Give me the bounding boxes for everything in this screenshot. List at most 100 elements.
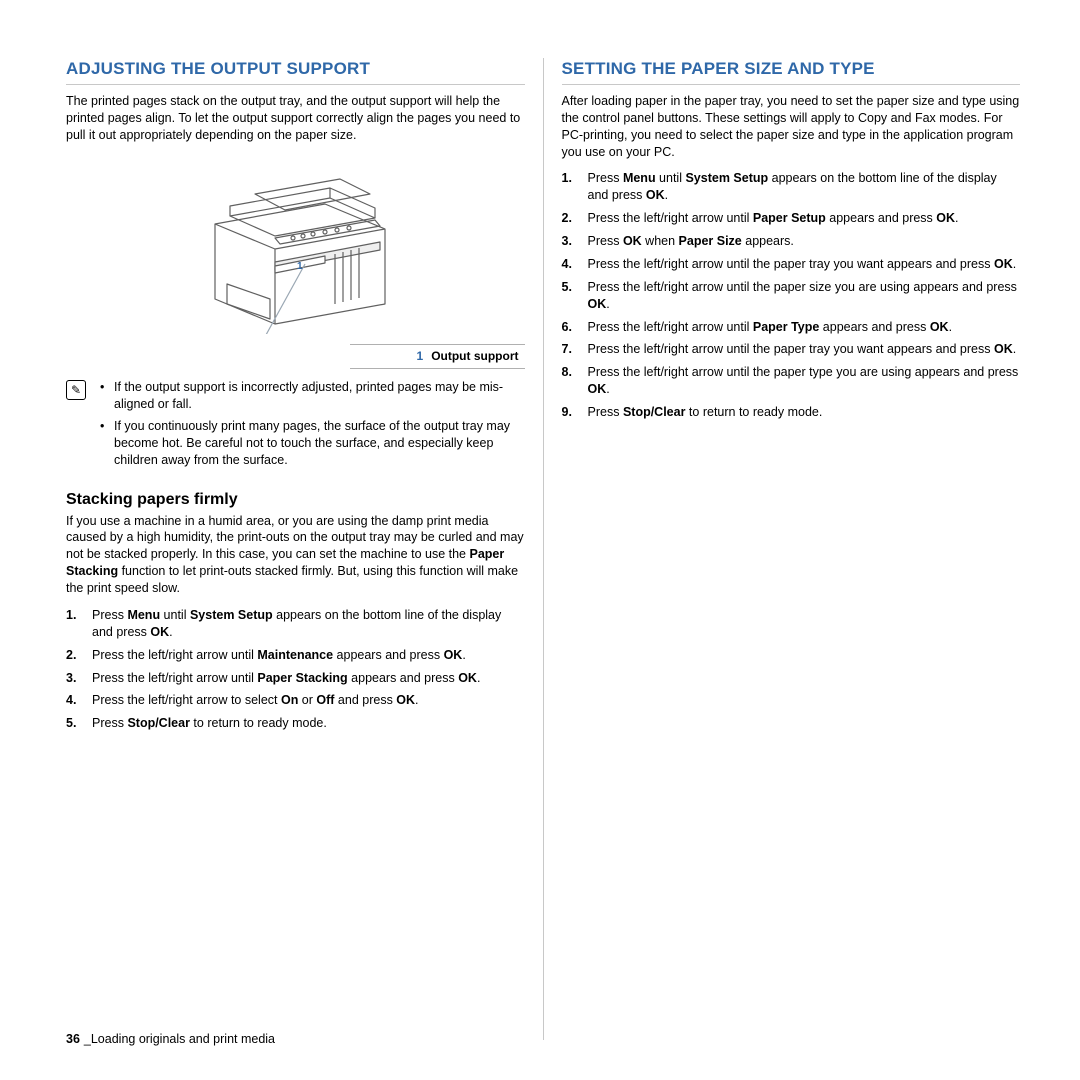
t: appears and press [826, 211, 937, 225]
t: System Setup [190, 608, 273, 622]
t: . [949, 320, 952, 334]
note-block: ✎ If the output support is incorrectly a… [66, 379, 525, 475]
printer-svg: 1 [175, 154, 415, 334]
subheading-stacking: Stacking papers firmly [66, 489, 525, 511]
t: Press the left/right arrow to select [92, 693, 281, 707]
t: and press [334, 693, 396, 707]
t: . [955, 211, 958, 225]
t: appears and press [348, 671, 459, 685]
callout-table: 1 Output support [350, 344, 524, 368]
t: until [160, 608, 190, 622]
left-column: ADJUSTING THE OUTPUT SUPPORT The printed… [66, 58, 525, 1040]
t: until [656, 171, 686, 185]
t: Stop/Clear [127, 716, 190, 730]
sub-intro: If you use a machine in a humid area, or… [66, 513, 525, 597]
t: OK [588, 382, 607, 396]
t: Paper Stacking [257, 671, 347, 685]
t: Paper Setup [753, 211, 826, 225]
t: appears. [742, 234, 794, 248]
t: Press [92, 716, 127, 730]
t: Paper Type [753, 320, 819, 334]
t: . [665, 188, 668, 202]
intro-left: The printed pages stack on the output tr… [66, 93, 525, 144]
t: . [477, 671, 480, 685]
svg-text:1: 1 [297, 261, 303, 272]
step: Press the left/right arrow until the pap… [562, 279, 1021, 313]
t: appears and press [819, 320, 930, 334]
t: Press the left/right arrow until [92, 671, 257, 685]
step: Press the left/right arrow until the pap… [562, 364, 1021, 398]
step: Press the left/right arrow to select On … [66, 692, 525, 709]
t: Menu [623, 171, 656, 185]
t: OK [994, 342, 1013, 356]
t: OK [396, 693, 415, 707]
right-steps: Press Menu until System Setup appears on… [562, 170, 1021, 421]
t: On [281, 693, 298, 707]
note-list: If the output support is incorrectly adj… [96, 379, 525, 475]
t: Press [588, 234, 623, 248]
t: Press [92, 608, 127, 622]
t: Press the left/right arrow until [588, 211, 753, 225]
t: OK [588, 297, 607, 311]
callout-label: Output support [431, 348, 518, 364]
t: If you use a machine in a humid area, or… [66, 514, 524, 562]
step: Press the left/right arrow until Mainten… [66, 647, 525, 664]
left-steps: Press Menu until System Setup appears on… [66, 607, 525, 732]
t: function to let print-outs stacked firml… [66, 564, 518, 595]
step: Press the left/right arrow until the pap… [562, 341, 1021, 358]
t: Off [316, 693, 334, 707]
step: Press the left/right arrow until the pap… [562, 256, 1021, 273]
step: Press Menu until System Setup appears on… [66, 607, 525, 641]
column-divider [543, 58, 544, 1040]
heading-adjusting: ADJUSTING THE OUTPUT SUPPORT [66, 58, 525, 85]
t: OK [994, 257, 1013, 271]
step: Press Stop/Clear to return to ready mode… [66, 715, 525, 732]
chapter-title: _Loading originals and print media [84, 1032, 275, 1046]
t: Press the left/right arrow until the pap… [588, 365, 1019, 379]
t: . [462, 648, 465, 662]
t: when [642, 234, 679, 248]
t: Maintenance [257, 648, 333, 662]
t: Press the left/right arrow until the pap… [588, 342, 994, 356]
t: . [606, 382, 609, 396]
t: . [1013, 257, 1016, 271]
t: OK [458, 671, 477, 685]
t: OK [150, 625, 169, 639]
t: OK [930, 320, 949, 334]
t: Menu [127, 608, 160, 622]
step: Press Menu until System Setup appears on… [562, 170, 1021, 204]
t: . [169, 625, 172, 639]
t: Paper Size [679, 234, 742, 248]
t: Press the left/right arrow until [588, 320, 753, 334]
step: Press the left/right arrow until Paper S… [66, 670, 525, 687]
page-footer: 36 _Loading originals and print media [66, 1031, 275, 1048]
t: Press [588, 171, 623, 185]
note-item: If you continuously print many pages, th… [96, 418, 525, 469]
t: Stop/Clear [623, 405, 686, 419]
step: Press the left/right arrow until Paper S… [562, 210, 1021, 227]
intro-right: After loading paper in the paper tray, y… [562, 93, 1021, 161]
step: Press the left/right arrow until Paper T… [562, 319, 1021, 336]
t: . [415, 693, 418, 707]
callout-number: 1 [417, 348, 424, 364]
t: OK [623, 234, 642, 248]
page-number: 36 [66, 1032, 80, 1046]
t: Press the left/right arrow until [92, 648, 257, 662]
t: appears and press [333, 648, 444, 662]
t: Press [588, 405, 623, 419]
t: or [298, 693, 316, 707]
note-item: If the output support is incorrectly adj… [96, 379, 525, 413]
t: Press the left/right arrow until the pap… [588, 257, 994, 271]
note-icon: ✎ [66, 380, 86, 400]
printer-illustration: 1 [66, 154, 525, 339]
t: to return to ready mode. [685, 405, 822, 419]
t: OK [646, 188, 665, 202]
step: Press OK when Paper Size appears. [562, 233, 1021, 250]
step: Press Stop/Clear to return to ready mode… [562, 404, 1021, 421]
t: OK [444, 648, 463, 662]
t: to return to ready mode. [190, 716, 327, 730]
t: System Setup [685, 171, 768, 185]
page-body: ADJUSTING THE OUTPUT SUPPORT The printed… [66, 58, 1020, 1040]
t: OK [936, 211, 955, 225]
heading-setting: SETTING THE PAPER SIZE AND TYPE [562, 58, 1021, 85]
